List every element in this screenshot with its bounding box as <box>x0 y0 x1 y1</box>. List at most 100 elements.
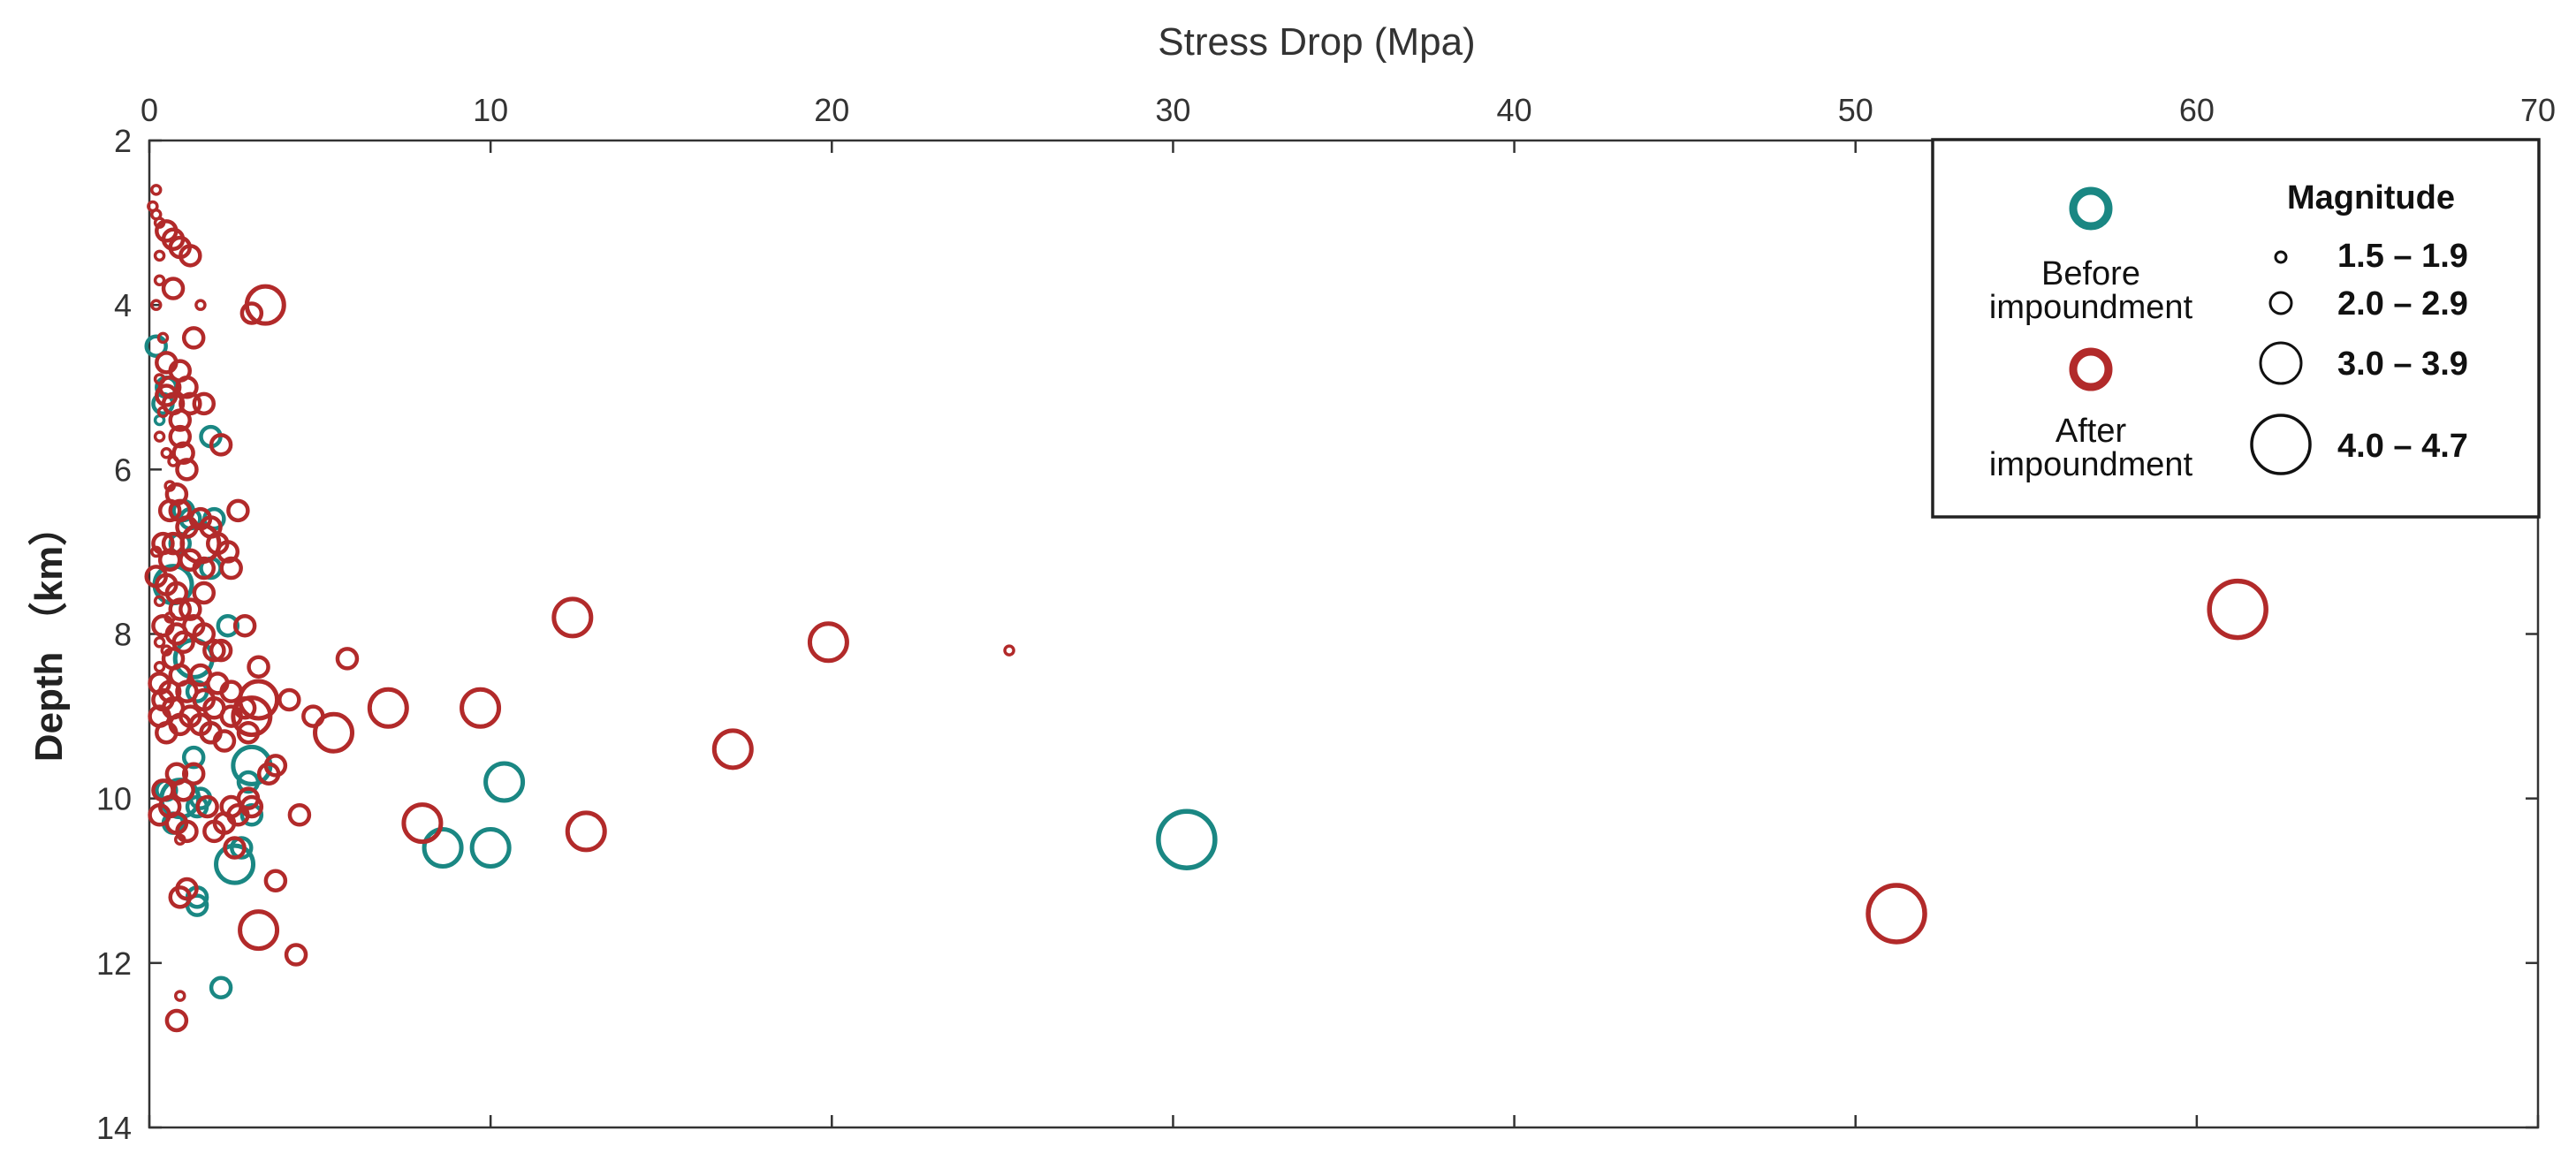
data-point-after <box>174 990 186 1002</box>
data-point-after <box>175 458 199 482</box>
legend-magnitude-title: Magnitude <box>2287 179 2455 216</box>
data-point-after <box>161 277 186 300</box>
y-tick-label: 10 <box>96 781 132 817</box>
data-point-after <box>223 836 247 860</box>
data-point-after <box>236 720 261 745</box>
data-point-after <box>179 244 202 268</box>
data-point-after <box>164 1008 189 1033</box>
y-tick-label: 8 <box>114 617 132 653</box>
legend-size-label-4: 4.0 – 4.7 <box>2337 428 2468 465</box>
data-point-after <box>192 581 217 605</box>
x-tick-label: 30 <box>1155 92 1190 128</box>
y-tick-label: 4 <box>114 287 132 323</box>
data-point-before <box>236 770 261 794</box>
data-point-after <box>238 909 280 952</box>
x-tick-label: 70 <box>2520 92 2556 128</box>
data-point-after <box>168 597 193 621</box>
x-tick-label: 40 <box>1497 92 1532 128</box>
data-point-after <box>149 184 163 196</box>
data-point-after <box>153 430 166 443</box>
data-point-after <box>565 810 607 853</box>
data-point-after <box>171 441 195 465</box>
legend-size-marker-4 <box>2250 414 2312 475</box>
data-point-after <box>171 630 195 655</box>
data-point-after <box>551 596 594 639</box>
data-point-after <box>1866 883 1927 945</box>
data-point-after <box>153 274 166 286</box>
data-point-after <box>202 819 226 844</box>
data-point-after <box>231 695 273 738</box>
data-point-after <box>192 622 217 646</box>
data-point-after <box>164 581 189 605</box>
y-tick-label: 6 <box>114 452 132 488</box>
data-point-after <box>157 498 182 523</box>
data-point-after <box>284 943 308 967</box>
data-point-after <box>263 869 288 892</box>
data-point-before <box>144 334 168 358</box>
data-point-after <box>807 621 849 664</box>
data-point-after <box>153 636 166 649</box>
data-point-before <box>469 827 512 869</box>
data-point-after <box>175 376 199 399</box>
data-point-after <box>175 877 199 901</box>
data-point-after <box>232 613 257 638</box>
data-point-after <box>156 331 170 345</box>
data-point-before <box>1156 808 1218 870</box>
data-point-before <box>216 613 240 638</box>
data-point-after <box>155 720 179 745</box>
data-point-after <box>247 655 270 679</box>
data-point-after <box>194 299 207 311</box>
data-point-after <box>192 556 217 581</box>
data-point-after <box>168 424 193 449</box>
series-after <box>144 184 2268 1033</box>
data-point-after <box>287 803 312 827</box>
data-point-before <box>483 761 526 803</box>
data-point-after <box>1003 644 1015 657</box>
data-point-after <box>239 301 264 325</box>
data-point-before <box>214 843 256 885</box>
x-tick-label: 0 <box>141 92 158 128</box>
data-point-after <box>181 326 206 350</box>
data-point-after <box>167 455 179 467</box>
legend-after-label-line1: After <box>2055 413 2127 450</box>
data-point-after <box>168 408 193 432</box>
legend-box <box>1931 138 2541 519</box>
data-point-after <box>149 545 163 558</box>
data-point-after <box>181 762 206 786</box>
legend: Before impoundment After impoundment Mag… <box>1931 138 2541 519</box>
legend-size-marker-2 <box>2268 291 2293 315</box>
data-points <box>144 184 2268 1033</box>
y-axis-ticks: 2 4 6 8 10 12 14 <box>96 123 2538 1146</box>
data-point-after <box>335 647 360 671</box>
data-point-after <box>209 433 233 457</box>
data-point-before <box>181 745 206 770</box>
x-axis-ticks: 0 10 20 30 40 50 60 70 <box>141 92 2556 1127</box>
legend-before-marker <box>2069 186 2113 231</box>
data-point-after <box>216 540 240 564</box>
data-point-after <box>219 556 243 581</box>
y-tick-label: 12 <box>96 945 132 982</box>
y-tick-label: 2 <box>114 123 132 159</box>
data-point-after <box>195 794 219 819</box>
data-point-after <box>171 778 195 802</box>
x-tick-label: 60 <box>2179 92 2215 128</box>
data-point-after <box>277 687 301 712</box>
legend-after-label-line2: impoundment <box>1989 446 2193 483</box>
data-point-after <box>160 446 173 459</box>
legend-size-label-2: 2.0 – 2.9 <box>2337 285 2468 323</box>
legend-size-marker-3 <box>2259 341 2303 385</box>
data-point-before <box>185 794 209 819</box>
x-tick-label: 20 <box>814 92 849 128</box>
legend-size-label-1: 1.5 – 1.9 <box>2337 238 2468 275</box>
data-point-after <box>226 498 250 523</box>
data-point-after <box>149 299 163 311</box>
data-point-after <box>209 638 233 663</box>
data-point-after <box>460 687 502 729</box>
data-point-after <box>2207 578 2268 641</box>
y-axis-title: Depth （km） <box>27 507 71 762</box>
data-point-after <box>153 249 166 262</box>
data-point-after <box>212 729 237 753</box>
data-point-after <box>367 687 409 729</box>
data-point-after <box>256 762 281 786</box>
